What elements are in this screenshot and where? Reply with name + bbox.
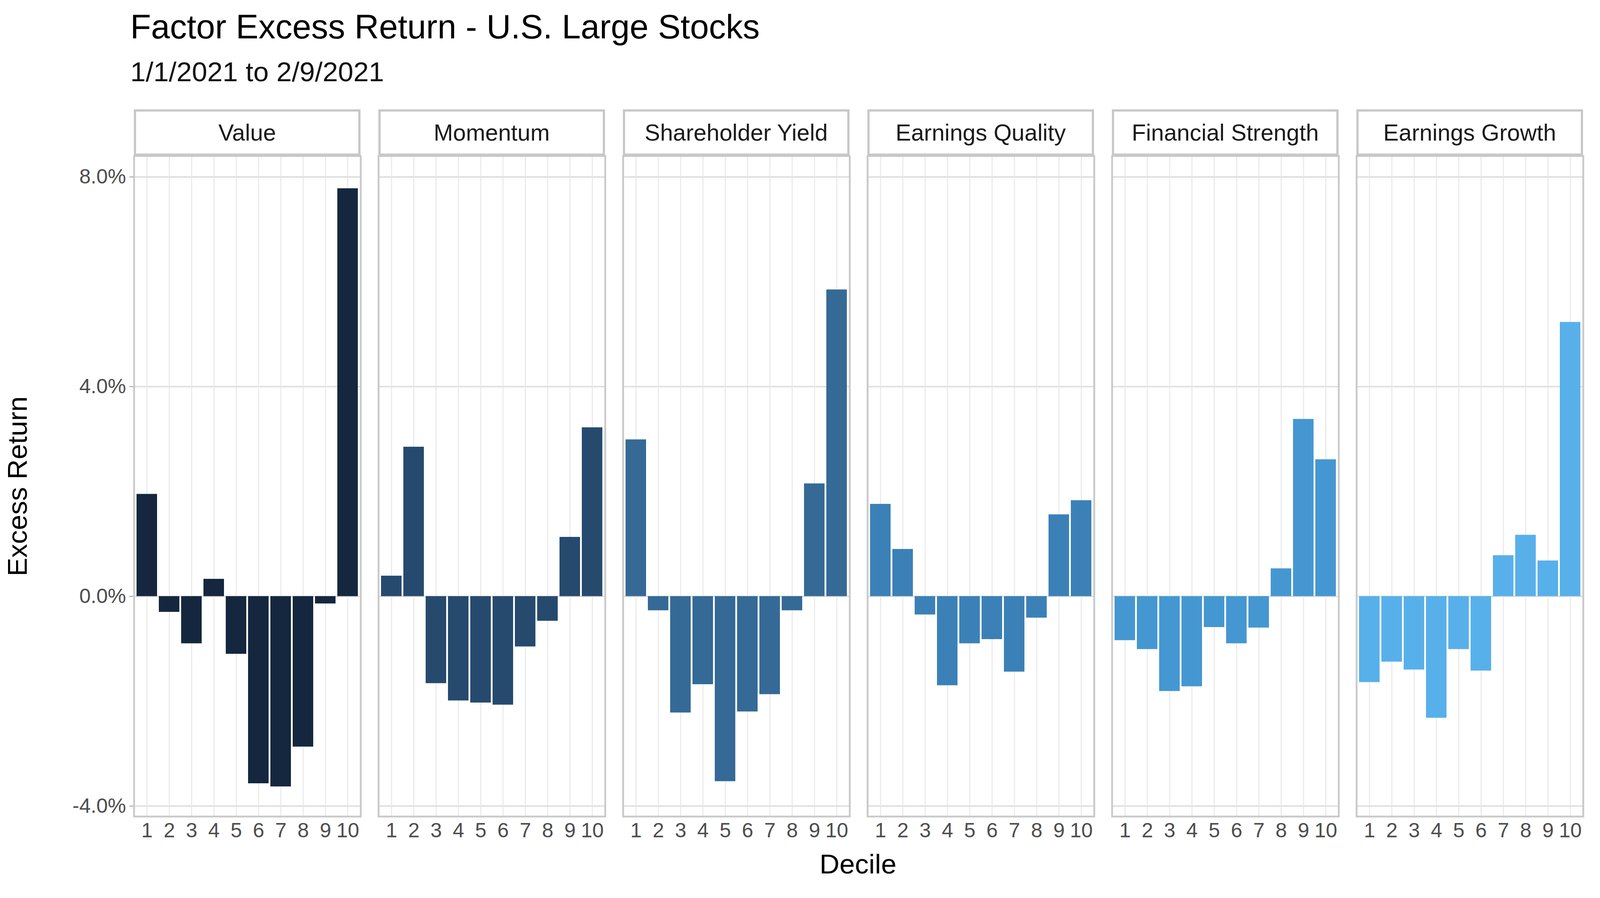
svg-text:5: 5 (1453, 818, 1465, 842)
svg-text:8: 8 (297, 818, 310, 842)
html-text:Decile: Decile (819, 848, 897, 879)
svg-text:8.0%: 8.0% (79, 164, 127, 188)
svg-text:7: 7 (275, 818, 287, 842)
svg-text:9: 9 (808, 818, 821, 842)
svg-text:7: 7 (519, 818, 532, 842)
svg-text:5: 5 (230, 818, 243, 842)
svg-text:3: 3 (1408, 818, 1421, 842)
svg-text:Excess Return: Excess Return (1, 396, 33, 577)
svg-text:5: 5 (1208, 818, 1221, 842)
svg-text:4: 4 (941, 818, 954, 842)
svg-text:6: 6 (1475, 818, 1488, 842)
html-text:Factor Excess Return - U.S. La: Factor Excess Return - U.S. Large Stocks (130, 7, 760, 46)
html-text:Earnings Quality: Earnings Quality (895, 119, 1066, 146)
svg-text:-4.0%: -4.0% (72, 793, 126, 817)
svg-text:9: 9 (1053, 818, 1066, 842)
svg-text:6: 6 (497, 818, 510, 842)
svg-text:7: 7 (764, 818, 776, 842)
svg-text:3: 3 (186, 818, 198, 842)
svg-text:7: 7 (1497, 818, 1510, 842)
svg-text:5: 5 (475, 818, 487, 842)
svg-text:1: 1 (630, 818, 643, 842)
svg-text:7: 7 (1253, 818, 1265, 842)
svg-text:3: 3 (430, 818, 443, 842)
svg-text:4: 4 (1186, 818, 1198, 842)
svg-text:10: 10 (825, 818, 849, 842)
svg-text:6: 6 (1231, 818, 1243, 842)
svg-text:4.0%: 4.0% (79, 374, 127, 398)
svg-text:4: 4 (697, 818, 709, 842)
svg-text:4: 4 (452, 818, 465, 842)
svg-text:1: 1 (385, 818, 398, 842)
svg-text:2: 2 (163, 818, 176, 842)
svg-text:3: 3 (675, 818, 687, 842)
svg-text:9: 9 (319, 818, 332, 842)
html-text:Shareholder Yield: Shareholder Yield (644, 119, 828, 146)
html-text:Value: Value (218, 119, 277, 146)
html-text:Earnings Growth: Earnings Growth (1383, 119, 1557, 146)
svg-text:6: 6 (252, 818, 265, 842)
svg-text:4: 4 (208, 818, 220, 842)
svg-text:6: 6 (741, 818, 754, 842)
svg-text:10: 10 (580, 818, 604, 842)
svg-text:7: 7 (1008, 818, 1021, 842)
svg-text:10: 10 (1314, 818, 1338, 842)
html-text:Momentum: Momentum (433, 119, 550, 146)
svg-text:1: 1 (874, 818, 887, 842)
svg-text:2: 2 (1141, 818, 1154, 842)
svg-text:8: 8 (786, 818, 799, 842)
svg-text:8: 8 (1275, 818, 1288, 842)
svg-text:9: 9 (564, 818, 577, 842)
svg-text:10: 10 (1069, 818, 1093, 842)
svg-text:10: 10 (1558, 818, 1582, 842)
svg-text:1: 1 (141, 818, 154, 842)
svg-text:6: 6 (986, 818, 999, 842)
svg-text:8: 8 (1520, 818, 1532, 842)
svg-text:8: 8 (1031, 818, 1043, 842)
svg-text:2: 2 (897, 818, 909, 842)
svg-text:3: 3 (919, 818, 932, 842)
svg-text:9: 9 (1542, 818, 1555, 842)
html-text:1/1/2021 to 2/9/2021: 1/1/2021 to 2/9/2021 (130, 56, 385, 88)
svg-text:5: 5 (719, 818, 732, 842)
svg-text:1: 1 (1119, 818, 1132, 842)
svg-text:0.0%: 0.0% (79, 584, 127, 608)
svg-text:3: 3 (1164, 818, 1176, 842)
svg-text:2: 2 (408, 818, 420, 842)
svg-text:8: 8 (542, 818, 554, 842)
svg-text:4: 4 (1430, 818, 1443, 842)
svg-text:1: 1 (1363, 818, 1376, 842)
svg-text:2: 2 (1386, 818, 1398, 842)
svg-text:2: 2 (652, 818, 665, 842)
svg-text:9: 9 (1297, 818, 1310, 842)
svg-text:10: 10 (336, 818, 360, 842)
html-text:Financial Strength: Financial Strength (1131, 119, 1319, 146)
svg-text:5: 5 (964, 818, 976, 842)
